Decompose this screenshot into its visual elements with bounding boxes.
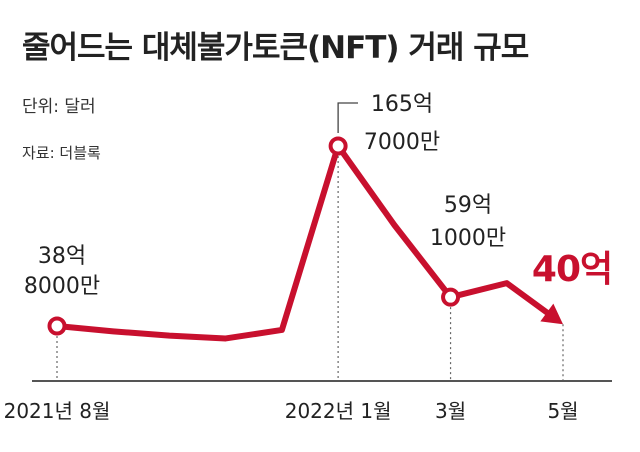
x-tick-labels: 2021년 8월 2022년 1월 3월 5월 bbox=[4, 399, 579, 423]
source-label: 자료: 더블록 bbox=[22, 144, 101, 162]
guide-lines bbox=[56, 146, 564, 381]
series-line bbox=[54, 143, 555, 342]
unit-label: 단위: 달러 bbox=[22, 97, 96, 117]
value-label-2022-03: 59억 1000만 bbox=[430, 193, 506, 251]
peak-callout-leader bbox=[337, 102, 358, 133]
data-point-2021-08 bbox=[47, 316, 67, 336]
data-point-2022-01 bbox=[328, 136, 348, 156]
arrowhead bbox=[540, 303, 563, 325]
data-point-2022-03 bbox=[441, 287, 461, 307]
value-label-2022-01: 165억 7000만 bbox=[364, 92, 440, 155]
series-layer bbox=[54, 143, 563, 342]
x-tick-label-2022-03: 3월 bbox=[435, 399, 466, 423]
x-tick-label-2022-01: 2022년 1월 bbox=[285, 399, 392, 423]
chart-title: 줄어드는 대체불가토큰(NFT) 거래 규모 bbox=[22, 30, 529, 66]
x-tick-label-2021-08: 2021년 8월 bbox=[4, 399, 111, 423]
markers-layer bbox=[47, 136, 461, 336]
x-tick-label-2022-05: 5월 bbox=[547, 399, 578, 423]
value-label-2021-08: 38억 8000만 bbox=[24, 244, 100, 299]
annotations-layer: 38억 8000만 165억 7000만 59억 1000만 40억 bbox=[24, 92, 613, 299]
value-label-2022-05: 40억 bbox=[532, 249, 612, 290]
